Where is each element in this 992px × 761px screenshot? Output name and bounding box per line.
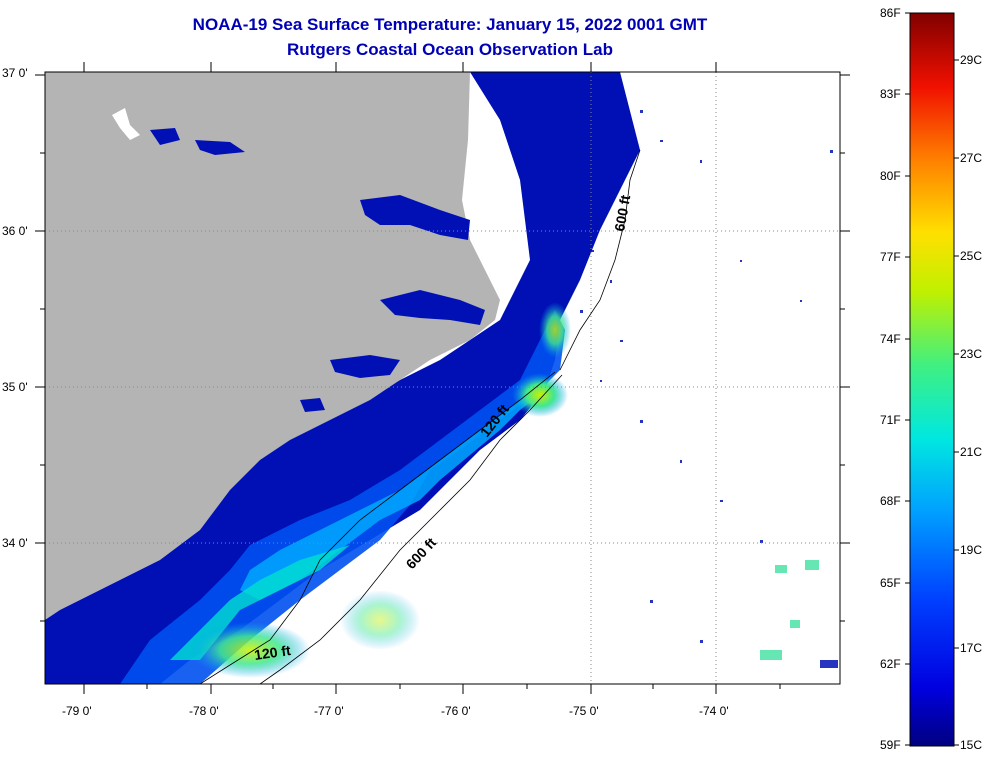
- lon-label: -77 0': [314, 704, 344, 718]
- lon-label: -79 0': [62, 704, 92, 718]
- colorbar-f-label: 59F: [880, 738, 901, 752]
- colorbar-f-label: 71F: [880, 413, 901, 427]
- lat-label: 37 0': [2, 66, 28, 80]
- colorbar-f-label: 83F: [880, 87, 901, 101]
- colorbar-f-label: 62F: [880, 657, 901, 671]
- colorbar-f-label: 68F: [880, 494, 901, 508]
- lat-label: 36 0': [2, 224, 28, 238]
- colorbar-f-label: 77F: [880, 250, 901, 264]
- lat-label: 34 0': [2, 536, 28, 550]
- isobath-600ft-north: [559, 149, 641, 371]
- isobath-label: 120 ft: [253, 642, 292, 663]
- colorbar-f-label: 74F: [880, 332, 901, 346]
- lon-label: -76 0': [441, 704, 471, 718]
- colorbar-c-label: 19C: [960, 543, 983, 557]
- lon-label: -75 0': [569, 704, 599, 718]
- lon-label: -78 0': [189, 704, 219, 718]
- colorbar-f-label: 80F: [880, 169, 901, 183]
- colorbar-f-label: 65F: [880, 576, 901, 590]
- colorbar-f-label: 86F: [880, 6, 901, 20]
- map-subtitle: Rutgers Coastal Ocean Observation Lab: [287, 40, 613, 59]
- isobath-label: 600 ft: [611, 193, 633, 232]
- temperature-colorbar: [909, 12, 955, 747]
- colorbar-c-label: 15C: [960, 738, 983, 752]
- colorbar-c-label: 23C: [960, 347, 983, 361]
- colorbar-c-label: 17C: [960, 641, 983, 655]
- map-title: NOAA-19 Sea Surface Temperature: January…: [192, 15, 708, 34]
- colorbar-c-label: 25C: [960, 249, 983, 263]
- lon-label: -74 0': [699, 704, 729, 718]
- colorbar-c-label: 29C: [960, 53, 983, 67]
- colorbar-c-label: 21C: [960, 445, 983, 459]
- lat-label: 35 0': [2, 380, 28, 394]
- colorbar-c-label: 27C: [960, 151, 983, 165]
- isobath-600ft-south: [259, 374, 563, 684]
- isobath-120ft: [199, 371, 556, 684]
